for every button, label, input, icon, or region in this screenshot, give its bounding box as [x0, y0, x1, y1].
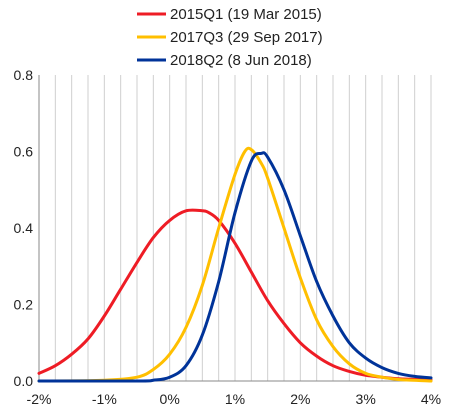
- grid: [54, 75, 432, 381]
- x-tick-label: 4%: [421, 391, 441, 407]
- y-tick-label: 0.6: [14, 144, 34, 160]
- y-tick-label: 0.2: [14, 297, 34, 313]
- y-tick-label: 0.8: [14, 67, 34, 83]
- series-lines: [37, 146, 433, 383]
- y-axis-tick-labels: 0.0 0.2 0.4 0.6 0.8: [14, 67, 34, 389]
- x-tick-label: -1%: [92, 391, 117, 407]
- series-line-1: [37, 208, 433, 382]
- x-tick-label: 2%: [290, 391, 310, 407]
- legend: 2015Q1 (19 Mar 2015) 2017Q3 (29 Sep 2017)…: [137, 6, 323, 69]
- series-line-3: [37, 151, 433, 383]
- legend-label: 2015Q1 (19 Mar 2015): [170, 6, 322, 23]
- x-tick-label: 1%: [225, 391, 245, 407]
- legend-label: 2017Q3 (29 Sep 2017): [170, 29, 323, 46]
- x-tick-label: -2%: [27, 391, 52, 407]
- legend-label: 2018Q2 (8 Jun 2018): [170, 52, 312, 69]
- x-tick-label: 3%: [356, 391, 376, 407]
- x-tick-label: 0%: [160, 391, 180, 407]
- y-tick-label: 0.0: [14, 373, 34, 389]
- x-axis-tick-labels: -2% -1% 0% 1% 2% 3% 4%: [27, 391, 442, 407]
- y-tick-label: 0.4: [14, 220, 34, 236]
